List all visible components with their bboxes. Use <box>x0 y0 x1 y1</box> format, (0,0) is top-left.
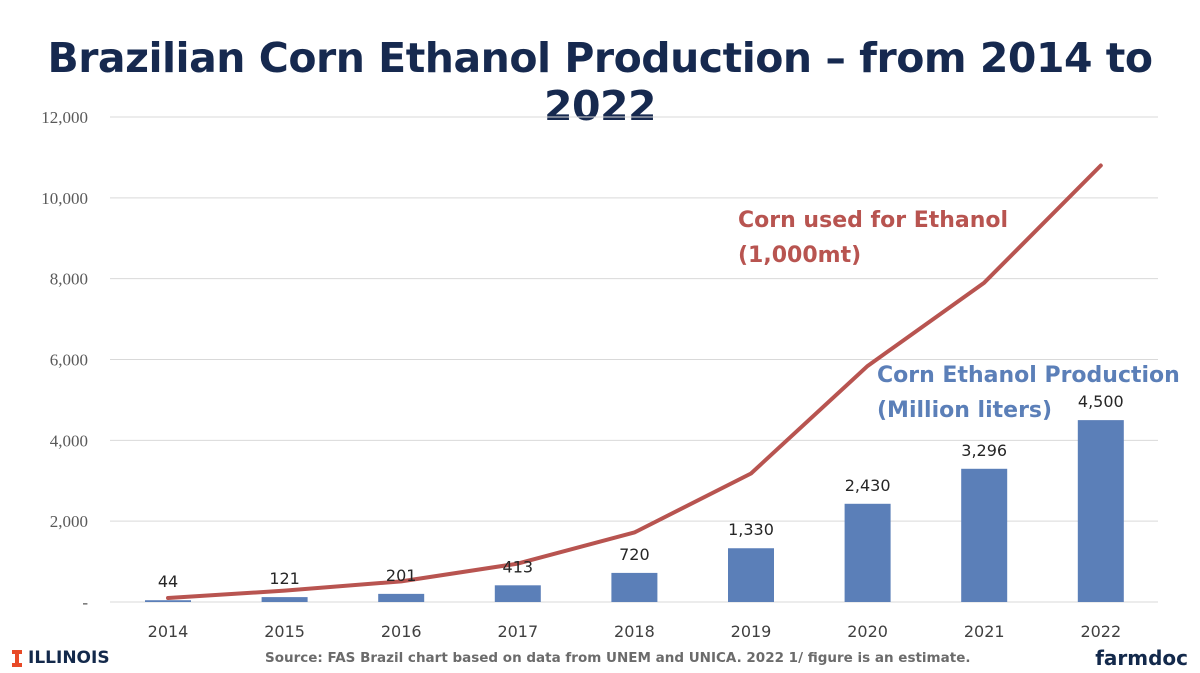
line-point <box>517 563 519 565</box>
x-tick-label: 2018 <box>614 622 655 641</box>
bar <box>728 548 774 602</box>
bar-data-label: 44 <box>158 572 178 591</box>
line-series <box>166 163 1103 600</box>
bar-annotation-line1: Corn Ethanol Production <box>877 363 1180 388</box>
x-tick-label: 2020 <box>847 622 888 641</box>
line-point <box>1100 165 1102 166</box>
bar-data-label: 121 <box>269 569 300 588</box>
annotations: Corn used for Ethanol (1,000mt) Corn Eth… <box>738 208 1180 423</box>
x-tick-label: 2016 <box>381 622 422 641</box>
y-tick-label: - <box>82 593 88 612</box>
block-i-icon <box>12 649 22 667</box>
y-tick-label: 2,000 <box>50 512 88 531</box>
y-tick-label: 6,000 <box>50 351 88 370</box>
bar-data-label: 4,500 <box>1078 392 1124 411</box>
bar <box>261 597 308 602</box>
line-annotation-line1: Corn used for Ethanol <box>738 208 1008 233</box>
bar-data-label: 201 <box>386 566 417 585</box>
x-tick-label: 2017 <box>497 622 538 641</box>
line-point <box>400 580 402 582</box>
illinois-logo: ILLINOIS <box>12 648 110 668</box>
illinois-logo-text: ILLINOIS <box>28 648 110 668</box>
source-note: Source: FAS Brazil chart based on data f… <box>265 650 971 666</box>
y-tick-label: 10,000 <box>41 189 88 208</box>
y-tick-label: 8,000 <box>50 270 88 289</box>
bar <box>145 600 191 602</box>
slide-title: Brazilian Corn Ethanol Production – from… <box>47 34 1153 130</box>
y-tick-label: 12,000 <box>41 108 88 127</box>
bar-data-label: 413 <box>503 557 534 576</box>
line-point <box>284 590 286 592</box>
line-point <box>750 472 752 474</box>
line-point <box>167 597 169 599</box>
bar <box>494 585 541 602</box>
x-axis-ticks: 2014 2015 2016 2017 2018 2019 2020 2021 2022 <box>148 622 1122 641</box>
line-point <box>867 365 869 367</box>
x-tick-label: 2021 <box>964 622 1005 641</box>
bar <box>844 503 891 602</box>
data-labels: 44 121 201 413 720 1,330 2,430 3,296 4,500 <box>158 392 1124 591</box>
x-tick-label: 2022 <box>1080 622 1121 641</box>
bar <box>1077 420 1124 602</box>
bar-data-label: 720 <box>619 545 650 564</box>
x-tick-label: 2014 <box>148 622 189 641</box>
bar-data-label: 3,296 <box>961 441 1007 460</box>
x-tick-label: 2015 <box>264 622 305 641</box>
bars <box>145 420 1124 602</box>
bar <box>378 593 425 602</box>
x-tick-label: 2019 <box>731 622 772 641</box>
bar <box>611 572 658 602</box>
bar <box>961 468 1008 602</box>
y-axis-ticks: - 2,000 4,000 6,000 8,000 10,000 12,000 <box>41 108 88 612</box>
bar-data-label: 1,330 <box>728 520 774 539</box>
line-annotation-line2: (1,000mt) <box>738 243 861 268</box>
farmdoc-logo: farmdoc <box>1095 646 1188 670</box>
line-point <box>983 282 985 284</box>
bar-data-label: 2,430 <box>845 476 891 495</box>
bar-annotation-line2: (Million liters) <box>877 398 1052 423</box>
y-tick-label: 4,000 <box>50 431 88 450</box>
line-point <box>633 531 635 533</box>
